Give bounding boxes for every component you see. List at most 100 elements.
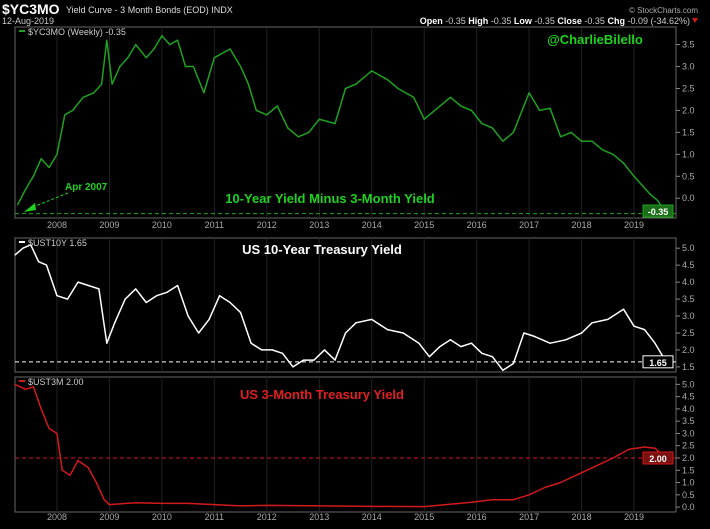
x-tick-label: 2014 — [362, 512, 382, 522]
data-point — [14, 383, 16, 385]
data-point — [213, 57, 215, 59]
data-point — [460, 345, 462, 348]
x-tick-label: 2009 — [99, 512, 119, 522]
data-point — [297, 136, 299, 138]
x-tick-label: 2019 — [624, 512, 644, 522]
data-point — [103, 499, 105, 501]
x-tick-label: 2017 — [519, 512, 539, 522]
legend-label: $UST3M 2.00 — [28, 377, 84, 387]
data-point — [559, 136, 562, 138]
x-tick-label: 2013 — [309, 512, 329, 522]
data-point — [559, 481, 562, 484]
data-point — [281, 352, 284, 354]
data-point — [565, 339, 567, 341]
data-point — [24, 388, 27, 390]
data-point — [48, 427, 50, 430]
y-tick-label: 4.0 — [682, 404, 695, 414]
x-tick-label: 2009 — [99, 220, 119, 230]
data-point — [187, 502, 189, 505]
data-point — [481, 122, 483, 125]
data-point — [318, 505, 320, 507]
data-point — [135, 502, 137, 504]
data-point — [255, 109, 257, 112]
data-point — [266, 504, 268, 506]
data-point — [549, 342, 551, 344]
data-point — [491, 499, 493, 501]
x-tick-label: 2011 — [205, 512, 224, 522]
x-tick-label: 2010 — [152, 512, 172, 522]
data-point — [544, 486, 546, 489]
panel-title: 10-Year Yield Minus 3-Month Yield — [225, 191, 435, 206]
data-point — [318, 118, 320, 120]
down-arrow-icon — [692, 18, 698, 23]
data-point — [87, 284, 90, 287]
x-tick-label: 2015 — [414, 220, 434, 230]
data-point — [502, 140, 504, 142]
x-tick-label: 2016 — [467, 220, 487, 230]
chg-value: -0.09 (-34.62%) — [627, 16, 690, 26]
data-point — [491, 356, 493, 358]
x-tick-label: 2018 — [572, 512, 592, 522]
data-point — [591, 140, 593, 142]
data-point — [633, 175, 635, 177]
y-tick-label: 5.0 — [682, 243, 695, 253]
data-point — [93, 92, 95, 94]
data-point — [45, 264, 48, 266]
legend-label: $YC3MO (Weekly) -0.35 — [28, 27, 126, 37]
data-point — [106, 342, 108, 344]
last-value-label: -0.35 — [648, 207, 669, 217]
y-tick-label: 4.5 — [682, 392, 695, 402]
data-point — [287, 127, 289, 129]
data-point — [208, 318, 210, 321]
data-point — [108, 504, 111, 506]
data-point — [334, 122, 336, 125]
data-point — [418, 342, 420, 344]
x-tick-label: 2012 — [257, 220, 277, 230]
data-point — [213, 504, 215, 506]
brand: © StockCharts.com — [629, 6, 698, 15]
data-point — [533, 335, 535, 337]
data-point — [622, 162, 625, 164]
data-point — [470, 109, 473, 112]
data-point — [30, 244, 32, 246]
data-point — [580, 472, 583, 474]
data-point — [17, 204, 19, 206]
data-point — [221, 52, 223, 54]
data-point — [153, 48, 155, 50]
data-point — [434, 109, 436, 112]
data-point — [470, 501, 473, 503]
close-value: -0.35 — [584, 16, 605, 26]
panel-title: US 10-Year Treasury Yield — [242, 242, 402, 257]
data-point — [334, 359, 336, 361]
data-point — [161, 502, 163, 505]
data-point — [512, 362, 514, 365]
legend-swatch — [19, 380, 25, 382]
last-value-box — [642, 204, 674, 218]
data-point — [40, 408, 42, 410]
data-point — [580, 332, 583, 334]
x-tick-label: 2008 — [47, 512, 67, 522]
data-point — [512, 131, 514, 133]
data-point — [612, 153, 614, 155]
data-point — [402, 332, 404, 334]
data-point — [177, 39, 179, 41]
data-point — [56, 153, 58, 155]
y-tick-label: 4.5 — [682, 260, 695, 270]
data-point — [523, 332, 525, 334]
data-point — [64, 114, 66, 116]
y-tick-label: 3.5 — [682, 416, 695, 426]
data-point — [528, 92, 530, 94]
y-tick-label: 2.0 — [682, 345, 695, 355]
panel-title: US 3-Month Treasury Yield — [240, 387, 404, 402]
date: 12-Aug-2019 — [2, 16, 54, 26]
data-point — [77, 459, 79, 462]
annotation-arrow — [32, 192, 69, 208]
legend-swatch — [19, 241, 25, 243]
data-point — [397, 87, 399, 90]
x-tick-label: 2013 — [309, 220, 329, 230]
data-point — [145, 301, 147, 304]
y-tick-label: 5.0 — [682, 379, 695, 389]
data-point — [641, 184, 643, 186]
data-point — [38, 261, 40, 263]
arrow-head-icon — [24, 203, 36, 212]
